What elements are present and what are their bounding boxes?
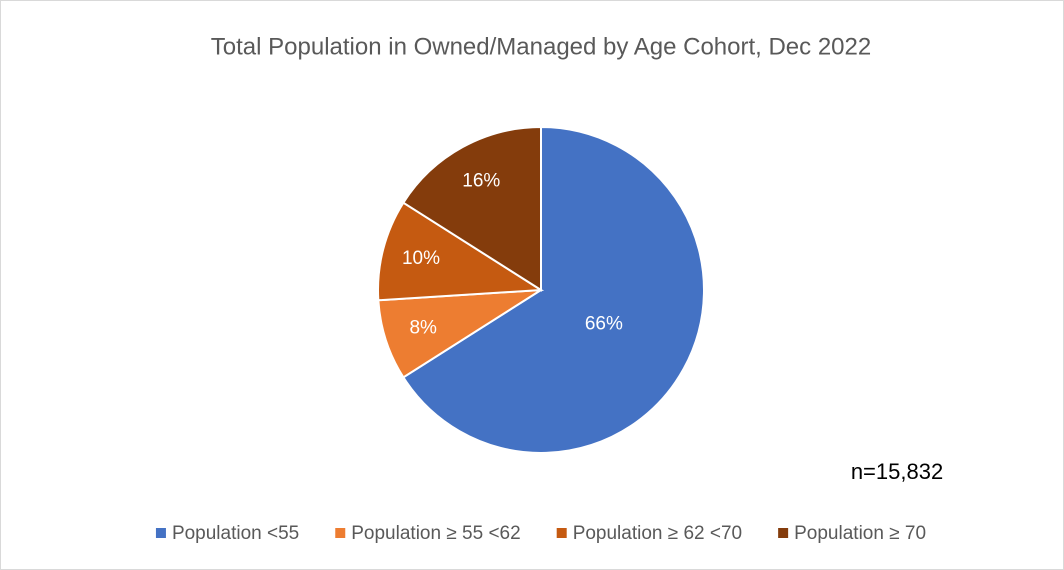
pie-slice	[401, 125, 542, 292]
data-label: 66%	[585, 314, 623, 335]
data-label: 10%	[402, 248, 440, 269]
legend-label: Population ≥ 62 <70	[573, 523, 742, 544]
legend-swatch	[556, 528, 567, 538]
pie-slice	[377, 201, 545, 302]
annotation: n=15,832	[851, 459, 943, 484]
chart-title: Total Population in Owned/Managed by Age…	[211, 33, 871, 60]
legend-label: Population ≥ 55 <62	[351, 523, 520, 544]
legend-swatch	[155, 528, 166, 538]
legend-swatch	[335, 528, 346, 538]
data-label: 16%	[462, 170, 500, 191]
legend-label: Population ≥ 70	[794, 523, 926, 544]
pie-slice	[401, 125, 705, 454]
legend-label: Population <55	[172, 523, 299, 544]
legend-swatch	[778, 528, 789, 538]
data-label: 8%	[409, 317, 437, 338]
